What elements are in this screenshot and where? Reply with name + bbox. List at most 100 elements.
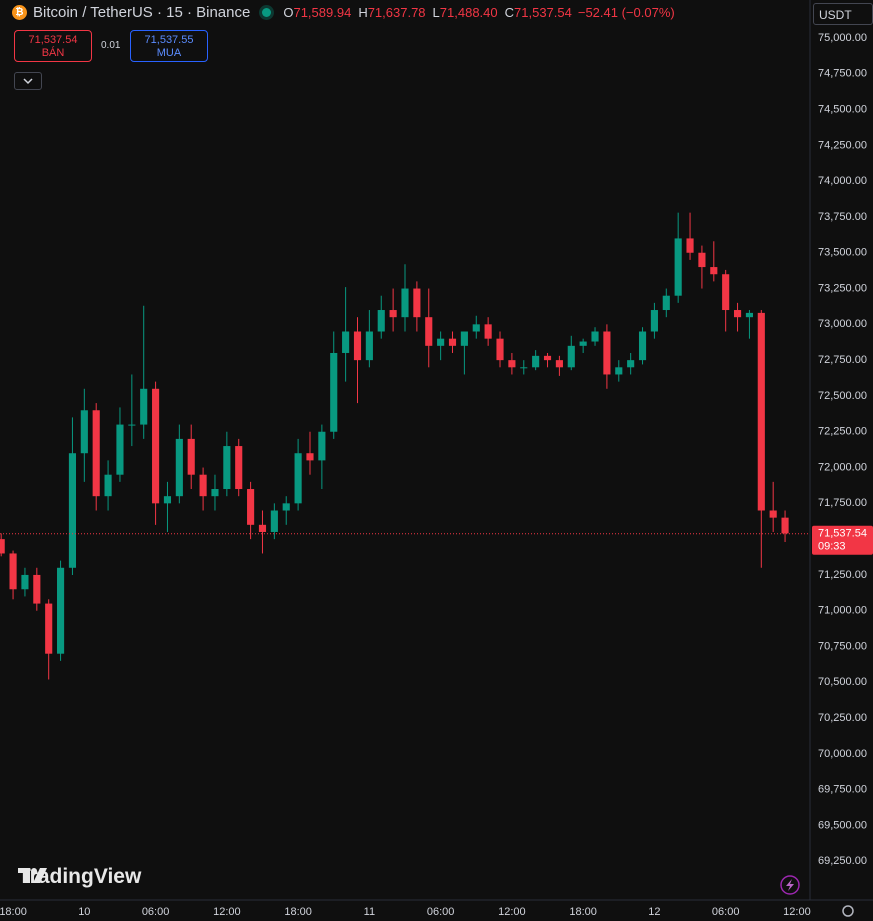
- alert-icon[interactable]: [780, 875, 800, 895]
- ohlc-values: O71,589.94 H71,637.78 L71,488.40 C71,537.54: [283, 5, 572, 20]
- candle-body: [650, 310, 658, 332]
- candle-body: [258, 524, 267, 532]
- currency: USDT: [819, 8, 852, 22]
- x-tick-label: 06:00: [712, 906, 740, 918]
- y-tick-label: 70,000.00: [818, 748, 867, 760]
- brand: TradingView: [18, 865, 142, 888]
- y-tick-label: 72,750.00: [818, 354, 867, 366]
- candle-body: [401, 288, 409, 318]
- candle-body: [235, 446, 243, 490]
- x-tick-label: 12:00: [213, 906, 241, 918]
- candle-body: [116, 424, 124, 475]
- candle-body: [425, 317, 433, 346]
- candle-body: [140, 388, 148, 425]
- ohlc-value: 71,589.94: [293, 5, 352, 20]
- y-tick-label: 73,000.00: [818, 318, 867, 330]
- candle-body: [508, 360, 516, 368]
- candle-body: [413, 288, 421, 318]
- x-tick-label: 11: [364, 906, 375, 918]
- ohlc-item: L71,488.40: [433, 5, 498, 20]
- y-tick-label: 73,750.00: [818, 211, 867, 223]
- candle-body: [365, 331, 373, 361]
- y-tick-label: 74,500.00: [818, 103, 867, 115]
- countdown: 09:33: [818, 541, 846, 553]
- ohlc-item: C71,537.54: [505, 5, 572, 20]
- logo[interactable]: TradingView: [18, 865, 141, 889]
- ohlc-key: C: [504, 5, 515, 20]
- candle-body: [437, 338, 445, 346]
- candle-body: [247, 489, 255, 525]
- candle-body: [555, 360, 563, 368]
- y-tick-label: 73,250.00: [818, 282, 867, 294]
- y-tick-label: 69,250.00: [818, 855, 867, 867]
- buy-button[interactable]: 71,537.55 MUA: [130, 30, 208, 62]
- candle-body: [282, 503, 290, 511]
- y-tick-label: 72,000.00: [818, 461, 867, 473]
- y-tick-label: 72,250.00: [818, 426, 867, 438]
- sell-button[interactable]: 71,537.54 BÁN: [14, 30, 92, 62]
- y-tick-label: 72,500.00: [818, 390, 867, 402]
- collapse-button[interactable]: [14, 72, 42, 90]
- candle-body: [92, 410, 100, 497]
- ohlc-item: H71,637.78: [358, 5, 425, 20]
- settings-icon[interactable]: [842, 905, 854, 917]
- y-tick-label: 69,500.00: [818, 819, 867, 831]
- candle-body: [294, 453, 302, 504]
- y-tick-label: 71,000.00: [818, 605, 867, 617]
- candle-body: [45, 603, 53, 654]
- candle-body: [377, 310, 385, 332]
- y-tick-label: 69,750.00: [818, 784, 867, 796]
- y-tick-label: 74,000.00: [818, 175, 867, 187]
- sell-price: 71,537.54: [28, 34, 78, 46]
- logo-mark: [18, 868, 47, 883]
- x-tick-label: 18:00: [569, 906, 597, 918]
- candle-body: [591, 331, 599, 342]
- candle-body: [603, 331, 611, 375]
- candle-body: [532, 355, 540, 368]
- y-tick-label: 73,500.00: [818, 247, 867, 259]
- x-tick-label: 18:00: [0, 906, 27, 918]
- candle-body: [57, 567, 65, 654]
- candle-body: [211, 489, 219, 497]
- spread: 0.01: [101, 40, 121, 51]
- x-tick-label: 12: [648, 906, 660, 918]
- candle-body: [460, 331, 468, 346]
- last-price-label: 71,537.54: [818, 528, 867, 540]
- candle-body: [223, 446, 231, 490]
- candle-body: [722, 274, 730, 311]
- ohlc-item: O71,589.94: [283, 5, 351, 20]
- candle-body: [627, 360, 635, 368]
- candle-body: [662, 295, 670, 311]
- candle-body: [187, 438, 195, 475]
- symbol[interactable]: Bitcoin / TetherUS · 15 · Binance: [33, 4, 251, 21]
- candle-body: [615, 367, 623, 375]
- alert-bolt: [786, 879, 794, 891]
- candle-body: [543, 355, 552, 361]
- change: −52.41 (−0.07%): [577, 5, 675, 20]
- candle-body: [448, 338, 457, 346]
- y-tick-label: 70,500.00: [818, 676, 867, 688]
- candle-body: [674, 238, 682, 296]
- ohlc-key: L: [432, 5, 440, 20]
- candle-body: [567, 345, 575, 368]
- candle-body: [318, 431, 326, 461]
- candle-body: [781, 517, 789, 534]
- market-status: [262, 8, 272, 17]
- candle-body: [342, 331, 350, 353]
- y-tick-label: 70,250.00: [818, 712, 867, 724]
- candle-body: [757, 312, 765, 511]
- candle-body: [33, 574, 41, 604]
- ohlc-value: 71,488.40: [439, 5, 498, 20]
- y-tick-label: 75,000.00: [818, 32, 867, 44]
- coin-icon: ₿: [12, 5, 27, 20]
- candle-body: [175, 438, 183, 497]
- candle-body: [80, 410, 88, 454]
- currency-select[interactable]: USDT: [813, 3, 873, 25]
- candle-body: [698, 252, 706, 268]
- x-tick-label: 12:00: [498, 906, 526, 918]
- candle-body: [104, 474, 112, 497]
- candle-body: [769, 510, 777, 518]
- y-tick-label: 74,750.00: [818, 68, 867, 80]
